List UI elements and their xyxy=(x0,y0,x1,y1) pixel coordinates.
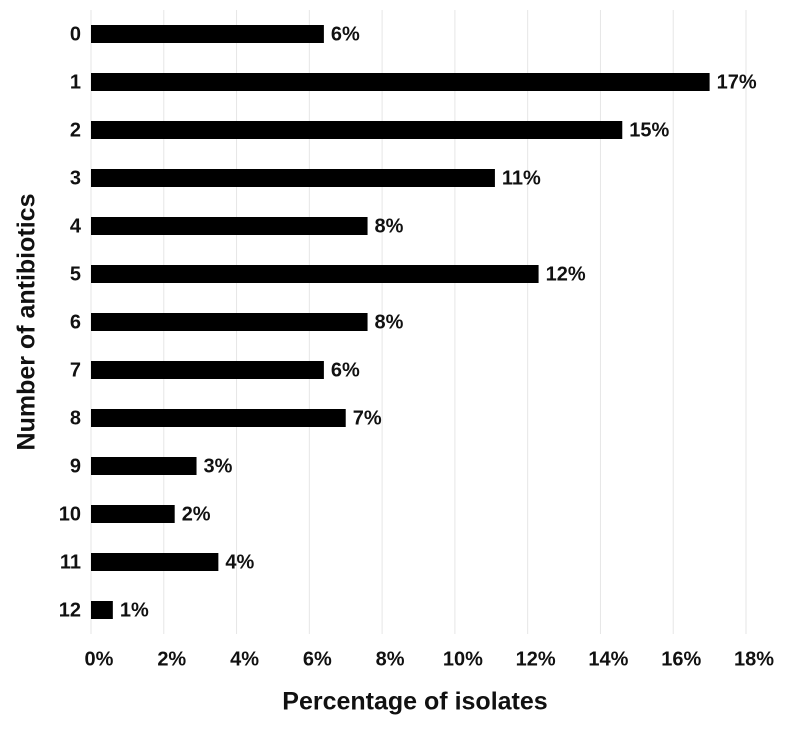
x-tick-label: 4% xyxy=(230,648,259,670)
x-tick-label: 10% xyxy=(443,648,483,670)
bar xyxy=(91,505,175,523)
value-label: 7% xyxy=(353,407,382,429)
value-label: 8% xyxy=(375,215,404,237)
value-label: 12% xyxy=(546,263,586,285)
bar xyxy=(91,217,368,235)
x-tick-label: 6% xyxy=(303,648,332,670)
bar xyxy=(91,169,495,187)
x-tick-label: 2% xyxy=(157,648,186,670)
bar xyxy=(91,73,710,91)
y-tick-label: 3 xyxy=(70,167,81,189)
y-tick-label: 2 xyxy=(70,119,81,141)
value-label: 2% xyxy=(182,503,211,525)
value-label: 11% xyxy=(502,167,541,189)
bar xyxy=(91,601,113,619)
y-tick-label: 0 xyxy=(70,23,81,45)
value-label: 8% xyxy=(375,311,404,333)
y-tick-label: 10 xyxy=(59,503,81,525)
value-label: 6% xyxy=(331,23,360,45)
value-label: 1% xyxy=(120,599,149,621)
bar xyxy=(91,121,623,139)
x-tick-label: 18% xyxy=(734,648,774,670)
bar xyxy=(91,457,197,475)
bar xyxy=(91,313,368,331)
y-tick-label: 7 xyxy=(70,359,81,381)
y-axis-title: Number of antibiotics xyxy=(13,194,41,451)
x-tick-label: 16% xyxy=(661,648,701,670)
x-tick-label: 0% xyxy=(85,648,114,670)
y-tick-label: 11 xyxy=(60,551,81,573)
bar xyxy=(91,25,324,43)
x-tick-label: 14% xyxy=(588,648,628,670)
y-tick-label: 1 xyxy=(70,71,81,93)
x-axis-title: Percentage of isolates xyxy=(282,688,547,716)
y-tick-label: 9 xyxy=(70,455,81,477)
x-tick-label: 12% xyxy=(516,648,556,670)
value-label: 6% xyxy=(331,359,360,381)
y-tick-label: 6 xyxy=(70,311,81,333)
y-tick-label: 12 xyxy=(59,599,81,621)
y-tick-label: 8 xyxy=(70,407,81,429)
bar xyxy=(91,361,324,379)
value-label: 17% xyxy=(717,71,757,93)
y-tick-label: 4 xyxy=(70,215,82,237)
value-label: 4% xyxy=(225,551,254,573)
y-tick-label: 5 xyxy=(70,263,81,285)
bar xyxy=(91,409,346,427)
x-tick-label: 8% xyxy=(376,648,405,670)
bar xyxy=(91,265,539,283)
value-label: 15% xyxy=(629,119,669,141)
value-label: 3% xyxy=(204,455,233,477)
bar xyxy=(91,553,219,571)
